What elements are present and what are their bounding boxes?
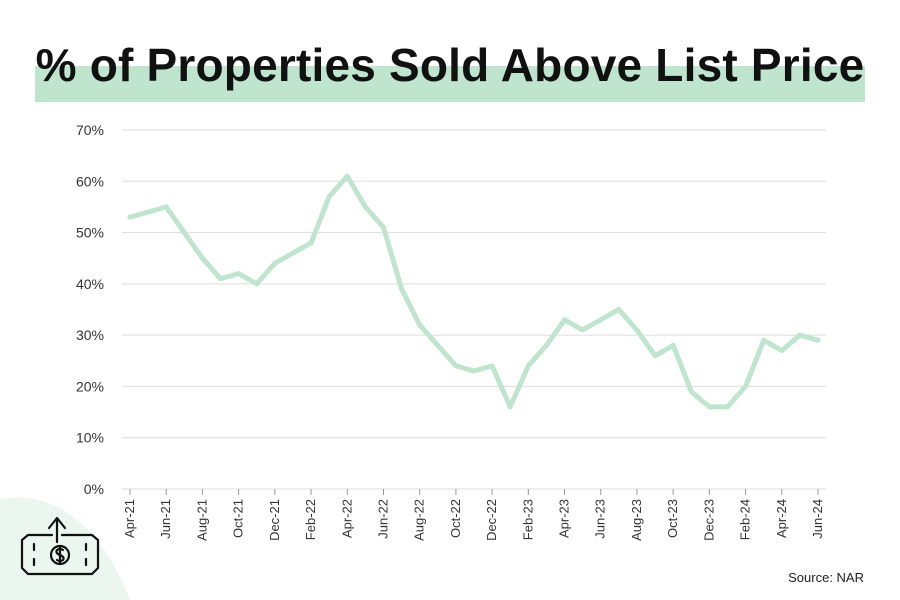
series-group <box>127 173 821 410</box>
x-tick-label: Oct-21 <box>231 499 246 538</box>
x-tick-label: Dec-22 <box>484 499 499 541</box>
data-point <box>670 342 676 348</box>
data-point <box>417 322 423 328</box>
x-tick-label: Aug-23 <box>629 499 644 541</box>
source-note: Source: NAR <box>788 570 864 585</box>
data-point <box>724 404 730 410</box>
chart-title: % of Properties Sold Above List Price <box>35 39 865 91</box>
x-tick-label: Jun-21 <box>158 499 173 539</box>
y-tick-label: 70% <box>76 122 104 138</box>
gridlines <box>122 129 826 490</box>
data-point <box>815 337 821 343</box>
data-point <box>344 173 350 179</box>
data-point <box>471 368 477 374</box>
data-point <box>743 383 749 389</box>
x-tick-label: Oct-22 <box>448 499 463 538</box>
data-point <box>326 194 332 200</box>
x-tick-label: Feb-24 <box>738 499 753 540</box>
data-point <box>435 342 441 348</box>
x-tick-label: Oct-23 <box>665 499 680 538</box>
data-point <box>688 389 694 395</box>
x-tick-label: Apr-22 <box>339 499 354 538</box>
data-point <box>634 327 640 333</box>
data-point <box>218 276 224 282</box>
title-highlight-band <box>35 66 865 102</box>
x-tick-label: Apr-23 <box>557 499 572 538</box>
x-tick-label: Feb-23 <box>520 499 535 540</box>
y-tick-label: 40% <box>76 276 104 292</box>
data-point <box>290 250 296 256</box>
data-point <box>761 337 767 343</box>
data-point <box>525 363 531 369</box>
data-point <box>580 327 586 333</box>
y-tick-label: 0% <box>84 481 104 497</box>
data-point <box>797 332 803 338</box>
data-point <box>507 404 513 410</box>
x-tick-label: Feb-22 <box>303 499 318 540</box>
data-point <box>254 281 260 287</box>
data-point <box>489 363 495 369</box>
y-tick-label: 50% <box>76 225 104 241</box>
x-tick-label: Dec-23 <box>701 499 716 541</box>
x-tick-label: Apr-24 <box>774 499 789 538</box>
x-tick-label: Dec-21 <box>267 499 282 541</box>
y-tick-label: 20% <box>76 378 104 394</box>
data-point <box>199 255 205 261</box>
data-point <box>562 317 568 323</box>
data-point <box>181 230 187 236</box>
data-point <box>272 260 278 266</box>
y-axis-tick-labels: 0% 10% 20% 30% 40% 50% 60% 70% <box>76 122 104 497</box>
data-point <box>779 348 785 354</box>
data-point <box>706 404 712 410</box>
x-tick-label: Apr-21 <box>122 499 137 538</box>
x-tick-label: Jun-24 <box>810 499 825 539</box>
data-point <box>380 224 386 230</box>
y-tick-label: 60% <box>76 173 104 189</box>
corner-decoration <box>0 497 130 600</box>
data-point <box>362 204 368 210</box>
data-point <box>399 286 405 292</box>
data-point <box>236 271 242 277</box>
data-point <box>652 353 658 359</box>
data-point <box>163 204 169 210</box>
x-axis-tick-labels: Apr-21 Jun-21 Aug-21 Oct-21 Dec-21 Feb-22 Apr-… <box>122 489 825 541</box>
data-point <box>453 363 459 369</box>
x-tick-label: Jun-23 <box>593 499 608 539</box>
y-tick-label: 30% <box>76 327 104 343</box>
data-point <box>308 240 314 246</box>
data-point <box>616 307 622 312</box>
data-point <box>543 342 549 348</box>
data-point <box>145 209 151 215</box>
x-tick-label: Aug-21 <box>194 499 209 541</box>
x-tick-label: Jun-22 <box>375 499 390 539</box>
y-tick-label: 10% <box>76 430 104 446</box>
data-point <box>127 214 133 220</box>
data-point <box>598 317 604 323</box>
money-up-arrow-icon <box>20 516 100 576</box>
x-tick-label: Aug-22 <box>412 499 427 541</box>
